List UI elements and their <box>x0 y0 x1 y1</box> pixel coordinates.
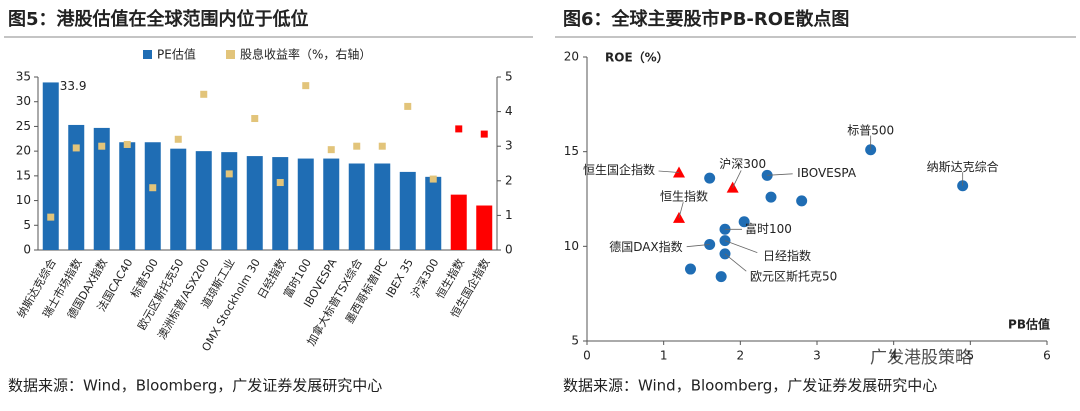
bar <box>170 148 187 250</box>
point <box>704 172 716 184</box>
dividend-point <box>72 144 80 152</box>
y-tick-label: 25 <box>16 119 31 133</box>
x-tick-label: 0 <box>583 349 591 363</box>
leader-line <box>732 170 742 188</box>
point-label: 恒生指数 <box>660 188 708 203</box>
chart-title: 图5：港股估值在全球范围内位于低位 <box>8 8 309 30</box>
leader-line <box>724 240 758 254</box>
point <box>796 195 808 207</box>
bar <box>425 176 442 250</box>
dividend-point <box>276 179 284 187</box>
bar <box>348 163 365 250</box>
y-tick-label: 5 <box>571 334 579 348</box>
bar <box>374 163 391 250</box>
bar <box>246 156 263 250</box>
point-label: 恒生国企指数 <box>583 162 655 177</box>
point-label: 欧元区斯托克50 <box>750 269 837 283</box>
dividend-point <box>455 125 463 133</box>
dividend-point <box>123 140 131 148</box>
y-axis-label: ROE（%） <box>605 50 669 65</box>
x-tick-label: 2 <box>737 349 745 363</box>
x-tick-label: 5 <box>967 349 975 363</box>
bar <box>144 142 161 250</box>
x-tick-label: 1 <box>660 349 668 363</box>
dividend-point <box>98 142 106 150</box>
bar <box>42 82 59 251</box>
point-label: 德国DAX指数 <box>609 239 682 254</box>
y2-tick-label: 2 <box>505 173 513 187</box>
dividend-point <box>251 115 259 123</box>
leader-line <box>658 170 680 173</box>
y-tick-label: 20 <box>564 50 579 64</box>
bar <box>323 158 340 250</box>
point <box>673 166 685 178</box>
dividend-point <box>404 102 412 110</box>
bar <box>476 205 493 250</box>
point-label: IBOVESPA <box>797 166 857 180</box>
dividend-point <box>327 146 335 154</box>
dividend-point <box>353 142 361 150</box>
point-label: 沪深300 <box>719 157 766 171</box>
source-note: 数据来源：Wind，Bloomberg，广发证券发展研究中心 <box>8 377 382 395</box>
dividend-point <box>302 82 310 90</box>
source-note: 数据来源：Wind，Bloomberg，广发证券发展研究中心 <box>563 377 937 395</box>
point <box>738 216 750 228</box>
bar <box>93 127 110 250</box>
dividend-point <box>47 213 55 221</box>
bar <box>297 158 314 250</box>
leader-line <box>767 173 793 176</box>
data-label: 33.9 <box>60 79 87 93</box>
bar <box>399 171 416 250</box>
y-tick-label: 35 <box>16 70 31 84</box>
leader-line <box>678 202 684 219</box>
chart-title: 图6：全球主要股市PB-ROE散点图 <box>563 8 849 30</box>
y-tick-label: 10 <box>16 193 31 207</box>
legend-label: PE估值 <box>157 47 196 62</box>
point <box>685 263 696 275</box>
bar <box>195 151 212 250</box>
y-tick-label: 20 <box>16 144 31 158</box>
bar <box>221 152 238 250</box>
dividend-point <box>378 142 386 150</box>
x-tick-label: 3 <box>813 349 821 363</box>
y-tick-label: 10 <box>564 239 579 253</box>
point-label: 日经指数 <box>763 248 811 263</box>
bar <box>68 124 85 250</box>
point-label: 标普500 <box>847 123 894 137</box>
legend-swatch <box>143 50 152 59</box>
dividend-point <box>480 130 488 138</box>
y-tick-label: 15 <box>564 144 579 158</box>
y-tick-label: 15 <box>16 168 31 182</box>
y2-tick-label: 3 <box>505 139 513 153</box>
point <box>715 271 727 283</box>
point <box>765 191 777 203</box>
legend-swatch <box>226 50 235 59</box>
y-tick-label: 5 <box>23 218 31 232</box>
point-label: 富时100 <box>745 221 792 236</box>
legend-label: 股息收益率（%，右轴） <box>240 47 371 62</box>
y2-tick-label: 1 <box>505 208 513 222</box>
dividend-point <box>225 170 233 178</box>
dividend-point <box>200 90 208 98</box>
dividend-point <box>149 184 157 192</box>
dividend-point <box>429 175 437 183</box>
y2-tick-label: 5 <box>505 70 513 84</box>
x-tick-label: 4 <box>890 349 898 363</box>
bar <box>119 142 136 250</box>
y-tick-label: 0 <box>23 243 31 257</box>
y2-tick-label: 0 <box>505 243 513 257</box>
dividend-point <box>174 135 182 143</box>
x-axis-label: PB估值 <box>1008 317 1050 332</box>
watermark: 广发港股策略 <box>870 348 972 368</box>
x-tick-label: 6 <box>1043 349 1051 363</box>
y2-tick-label: 4 <box>505 104 513 118</box>
leader-line <box>724 253 747 272</box>
leader-line <box>686 244 710 248</box>
point-label: 纳斯达克综合 <box>927 159 999 174</box>
y-tick-label: 30 <box>16 94 31 108</box>
bar <box>450 194 467 250</box>
bar <box>272 157 289 250</box>
